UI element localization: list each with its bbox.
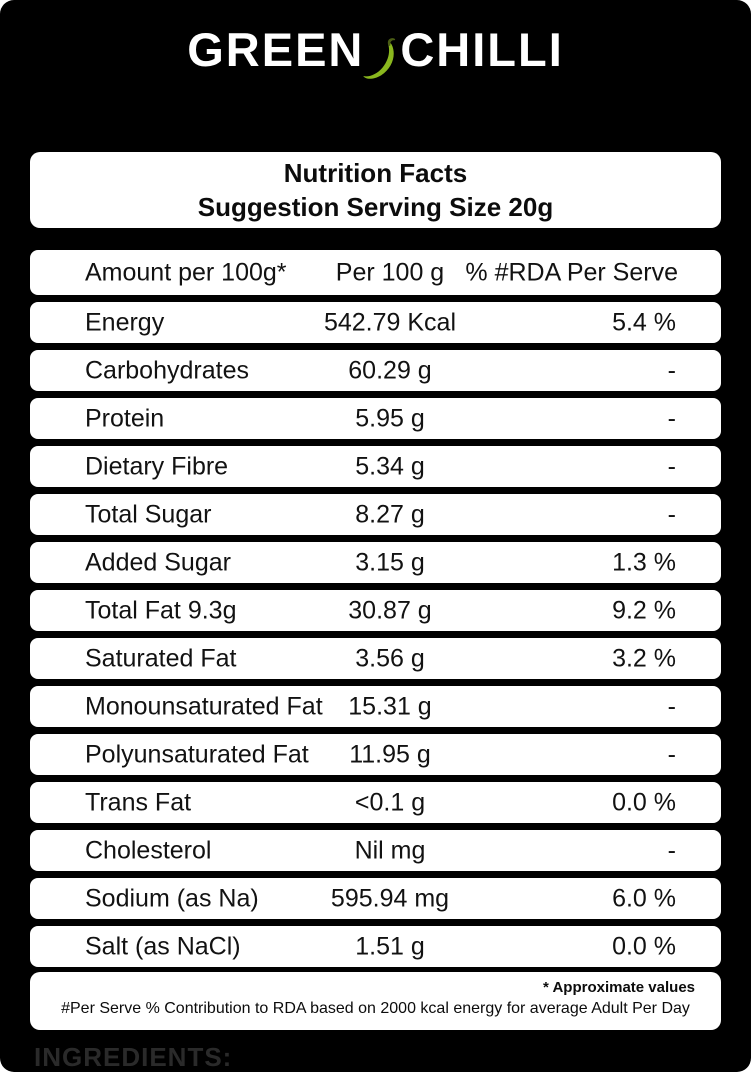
footnotes-box: * Approximate values #Per Serve % Contri… <box>30 972 721 1030</box>
per100-value: 8.27 g <box>355 500 425 528</box>
table-row: Saturated Fat 3.56 g 3.2 % <box>30 638 721 679</box>
column-header-amount: Amount per 100g* <box>85 258 287 286</box>
brand-title-right: CHILLI <box>400 23 564 76</box>
nutrient-name: Dietary Fibre <box>85 452 229 480</box>
table-row: Dietary Fibre 5.34 g - <box>30 446 721 487</box>
table-row: Salt (as NaCl) 1.51 g 0.0 % <box>30 926 721 967</box>
per100-value: 60.29 g <box>348 356 432 384</box>
rda-value: - <box>667 500 676 528</box>
approximate-values-note: * Approximate values <box>543 979 695 996</box>
serving-size-text: Suggestion Serving Size 20g <box>197 192 554 222</box>
brand-title: GREEN CHILLI <box>0 20 751 79</box>
column-header-per100: Per 100 g <box>335 258 445 286</box>
table-row: Sodium (as Na) 595.94 mg 6.0 % <box>30 878 721 919</box>
per100-value: 3.56 g <box>355 644 425 672</box>
per100-value: 595.94 mg <box>330 884 450 912</box>
rda-value: - <box>667 404 676 432</box>
nutrient-name: Monounsaturated Fat <box>85 692 323 720</box>
table-row: Protein 5.95 g - <box>30 398 721 439</box>
nutrient-name: Saturated Fat <box>85 644 237 672</box>
rda-value: 0.0 % <box>612 788 676 816</box>
nutrient-name: Polyunsaturated Fat <box>85 740 309 768</box>
nutrient-name: Energy <box>85 308 165 336</box>
table-row: Polyunsaturated Fat 11.95 g - <box>30 734 721 775</box>
nutrition-facts-header: Nutrition Facts Suggestion Serving Size … <box>30 152 721 228</box>
per100-value: 15.31 g <box>348 692 432 720</box>
nutrient-name: Total Fat 9.3g <box>85 596 237 624</box>
rda-value: - <box>667 836 676 864</box>
nutrient-name: Added Sugar <box>85 548 231 576</box>
per100-value: 3.15 g <box>355 548 425 576</box>
per100-value: 1.51 g <box>355 932 425 960</box>
table-row: Total Sugar 8.27 g - <box>30 494 721 535</box>
ingredients-partial-text: INGREDIENTS: <box>34 1042 233 1072</box>
per100-value: 5.95 g <box>355 404 425 432</box>
rda-contribution-note: #Per Serve % Contribution to RDA based o… <box>61 1000 690 1017</box>
nutrient-name: Carbohydrates <box>85 356 249 384</box>
table-row: Total Fat 9.3g 30.87 g 9.2 % <box>30 590 721 631</box>
per100-value: <0.1 g <box>354 788 426 816</box>
per100-value: 5.34 g <box>355 452 425 480</box>
table-row: Trans Fat <0.1 g 0.0 % <box>30 782 721 823</box>
rda-value: - <box>667 452 676 480</box>
table-header-row: Amount per 100g* Per 100 g % #RDA Per Se… <box>30 250 721 295</box>
rda-value: 1.3 % <box>612 548 676 576</box>
rda-value: 5.4 % <box>612 308 676 336</box>
rda-value: - <box>667 356 676 384</box>
rda-value: 0.0 % <box>612 932 676 960</box>
rda-value: 3.2 % <box>612 644 676 672</box>
nutrient-name: Sodium (as Na) <box>85 884 259 912</box>
nutrient-name: Total Sugar <box>85 500 212 528</box>
nutrition-table: Amount per 100g* Per 100 g % #RDA Per Se… <box>30 250 721 967</box>
rda-value: 9.2 % <box>612 596 676 624</box>
rda-value: - <box>667 740 676 768</box>
per100-value: 30.87 g <box>348 596 432 624</box>
table-row: Cholesterol Nil mg - <box>30 830 721 871</box>
nutrition-facts-title: Nutrition Facts <box>283 158 468 188</box>
table-row: Energy 542.79 Kcal 5.4 % <box>30 302 721 343</box>
nutrient-name: Salt (as NaCl) <box>85 932 241 960</box>
rda-value: - <box>667 692 676 720</box>
table-row: Monounsaturated Fat 15.31 g - <box>30 686 721 727</box>
nutrient-name: Cholesterol <box>85 836 212 864</box>
per100-value: 542.79 Kcal <box>323 308 457 336</box>
table-row: Added Sugar 3.15 g 1.3 % <box>30 542 721 583</box>
brand-title-left: GREEN <box>187 23 365 76</box>
nutrient-name: Trans Fat <box>85 788 192 816</box>
per100-value: 11.95 g <box>349 740 431 768</box>
table-row: Carbohydrates 60.29 g - <box>30 350 721 391</box>
nutrient-name: Protein <box>85 404 165 432</box>
rda-value: 6.0 % <box>612 884 676 912</box>
chili-pepper-icon <box>356 34 407 85</box>
per100-value: Nil mg <box>354 836 426 864</box>
column-header-rda: % #RDA Per Serve <box>465 258 678 286</box>
